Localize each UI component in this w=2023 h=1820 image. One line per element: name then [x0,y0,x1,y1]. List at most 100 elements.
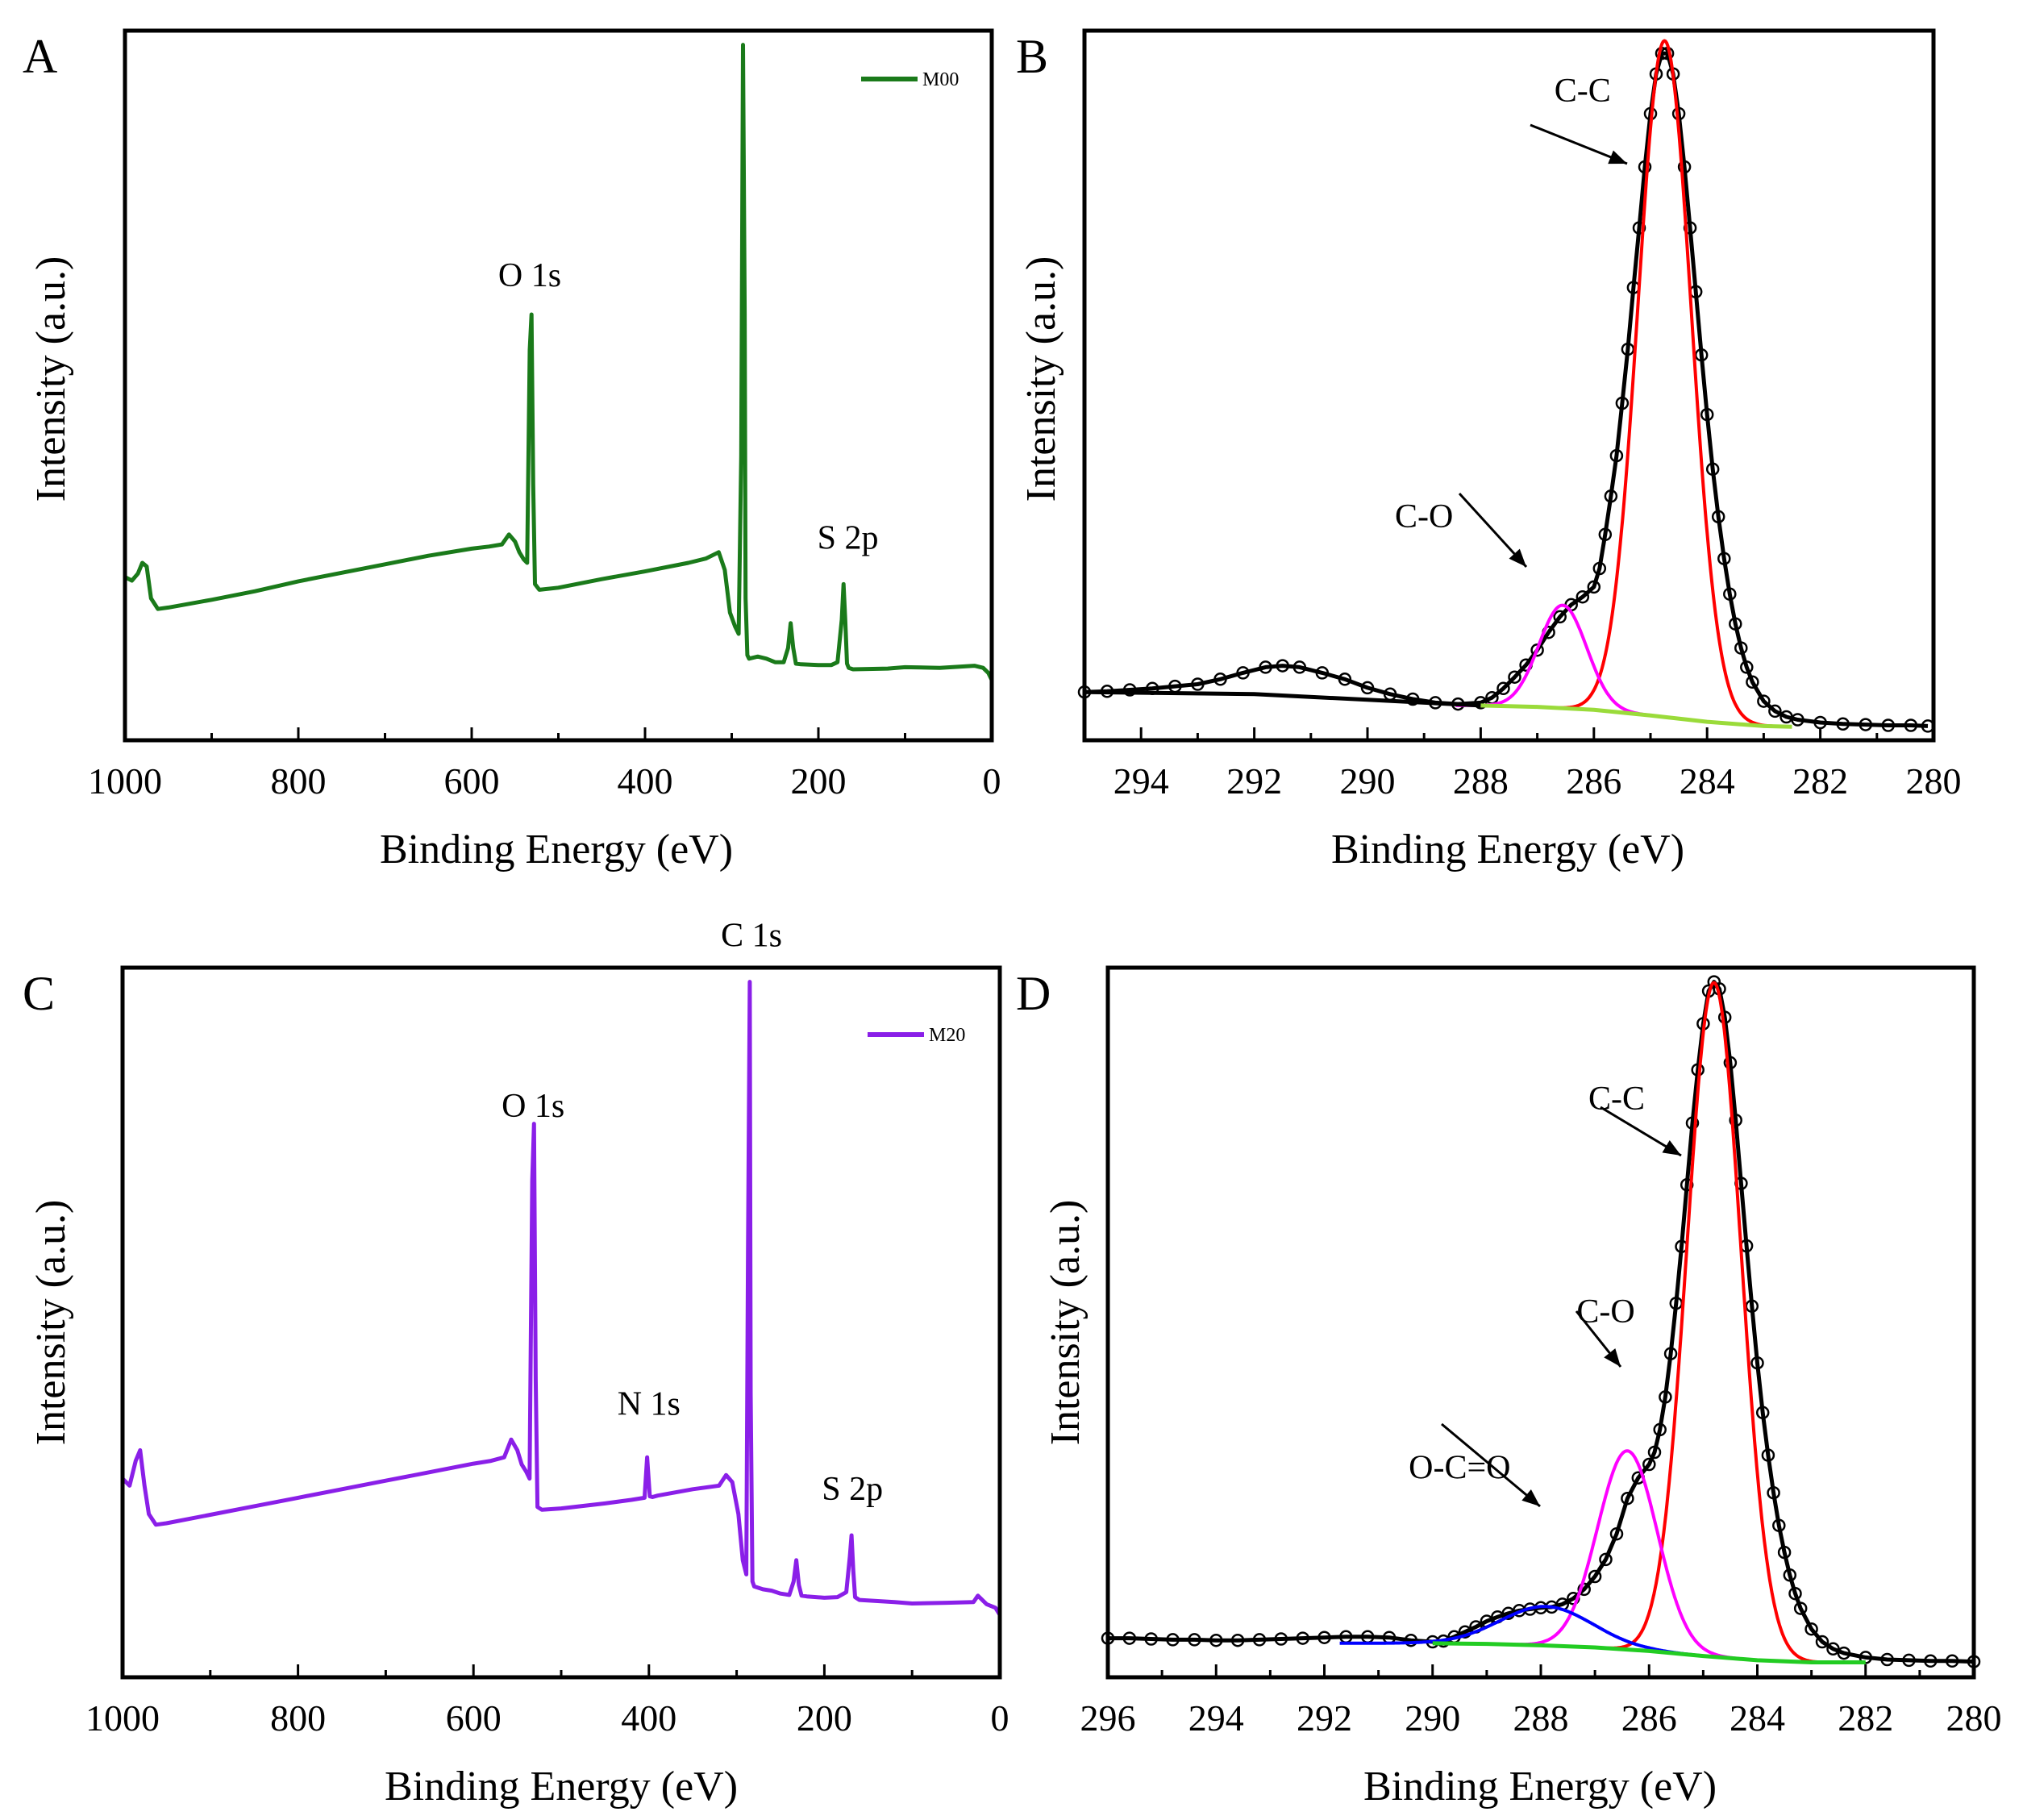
peak-label-b-1: C-O [1395,498,1453,535]
x-tick-label-a-3: 400 [618,760,673,802]
x-tick-label-c-5: 0 [991,1697,1009,1739]
data-point-d-55 [1750,1356,1764,1370]
data-point-b-28 [1587,580,1601,594]
peak-label-d-0: C-C [1588,1081,1645,1118]
data-point-b-54 [1734,641,1748,655]
x-tick-label-c-1: 800 [270,1697,326,1739]
data-point-d-50 [1723,1056,1738,1070]
x-tick-label-a-2: 600 [444,760,500,802]
x-tick-label-d-3: 290 [1405,1697,1460,1739]
data-point-b-21 [1508,670,1521,684]
data-point-d-59 [1772,1518,1786,1532]
data-point-d-51 [1729,1113,1742,1127]
data-point-d-10 [1317,1631,1331,1644]
panel-c: C 1000 800 600 400 200 0 O 1s N 1s C 1s S 2p Bind… [23,918,1009,1810]
legend-label-m20: M20 [929,1025,965,1046]
data-point-b-57 [1757,694,1771,708]
x-tick-label-c-0: 1000 [85,1697,160,1739]
peak-label-c-1: N 1s [618,1385,681,1422]
peak-label-d-1: C-O [1576,1293,1634,1331]
data-point-b-5 [1191,677,1205,691]
data-point-d-60 [1777,1545,1792,1560]
panel-letter-b: B [1016,30,1048,83]
data-point-b-53 [1729,617,1742,631]
data-point-b-63 [1859,718,1873,731]
data-point-b-52 [1723,587,1737,601]
plot-area-b: 294 292 290 288 286 284 282 280 C-C C-O [1077,28,1962,802]
panel-letter-c: C [23,967,55,1020]
series-c-m20 [121,980,1002,1616]
data-point-b-44 [1677,160,1692,174]
data-point-b-65 [1904,718,1918,732]
x-tick-label-a-4: 200 [791,760,847,802]
x-tick-label-b-4: 286 [1566,760,1621,802]
data-point-d-37 [1653,1422,1667,1437]
series-b-baseline [1084,689,1481,708]
data-point-b-29 [1592,561,1607,576]
series-d-background [1432,1641,1866,1664]
data-point-d-58 [1767,1485,1780,1500]
data-point-b-11 [1315,666,1330,680]
x-tick-label-d-1: 294 [1188,1697,1244,1739]
y-axis-title-b: Intensity (a.u.) [1018,256,1064,502]
x-tick-label-d-6: 284 [1730,1697,1785,1739]
data-point-b-7 [1236,666,1250,680]
series-a-m00 [123,43,994,681]
panel-a: A 1000 800 600 400 200 0 O 1s C 1s S 2p Binding … [23,0,1001,873]
data-point-b-32 [1609,448,1624,463]
series-b-background [1480,703,1792,729]
x-tick-label-b-1: 292 [1226,760,1282,802]
data-point-d-6 [1230,1633,1245,1647]
x-tick-label-c-2: 600 [446,1697,502,1739]
data-point-b-51 [1717,552,1731,565]
x-tick-label-d-5: 286 [1621,1697,1677,1739]
data-point-b-55 [1740,660,1754,674]
arrow-o-c-o-d-head [1521,1489,1540,1506]
data-point-d-61 [1783,1568,1797,1582]
data-point-b-61 [1813,715,1827,730]
x-tick-label-d-0: 296 [1080,1697,1136,1739]
data-point-d-36 [1647,1445,1662,1460]
peak-label-c-2: C 1s [721,918,782,955]
series-b-c-c [1545,39,1785,728]
x-axis-title-b: Binding Energy (eV) [1331,827,1684,873]
data-point-d-14 [1404,1633,1418,1647]
data-point-b-50 [1711,510,1725,524]
data-point-d-1 [1122,1631,1137,1645]
legend-label-m00: M00 [922,69,959,90]
data-point-d-9 [1296,1631,1309,1645]
data-point-d-71 [1924,1654,1938,1668]
x-axis-title-d: Binding Energy (eV) [1363,1764,1717,1810]
data-point-d-33 [1621,1491,1634,1506]
data-point-d-67 [1837,1646,1851,1660]
data-point-b-64 [1881,718,1896,732]
data-point-d-5 [1209,1633,1223,1647]
data-point-d-4 [1188,1633,1201,1647]
data-point-d-66 [1826,1642,1840,1656]
peak-label-a-0: O 1s [498,257,561,294]
peak-label-b-0: C-C [1555,73,1611,110]
data-point-b-13 [1360,681,1375,695]
y-axis-title-d: Intensity (a.u.) [1043,1200,1089,1446]
x-tick-label-c-3: 400 [621,1697,676,1739]
data-point-d-7 [1252,1633,1267,1647]
data-point-d-69 [1880,1652,1894,1667]
envelope-line-d [1108,980,1975,1664]
data-point-b-15 [1405,692,1420,706]
data-point-b-6 [1213,673,1227,686]
peak-label-c-3: S 2p [822,1471,883,1508]
data-point-b-47 [1694,348,1709,362]
data-point-d-65 [1815,1635,1829,1649]
panel-b: B 294 292 290 288 286 284 282 280 C-C C-O Binding… [1016,28,1962,873]
data-point-d-8 [1274,1632,1288,1646]
legend-c: M20 [868,1025,965,1046]
x-tick-label-b-5: 284 [1680,760,1735,802]
data-point-d-43 [1685,1116,1700,1130]
data-point-d-57 [1761,1448,1775,1462]
arrow-c-c-d-head [1662,1139,1681,1156]
arrow-c-o-b-head [1509,548,1526,567]
x-axis-title-a: Binding Energy (eV) [380,827,733,873]
panel-letter-d: D [1016,967,1051,1020]
